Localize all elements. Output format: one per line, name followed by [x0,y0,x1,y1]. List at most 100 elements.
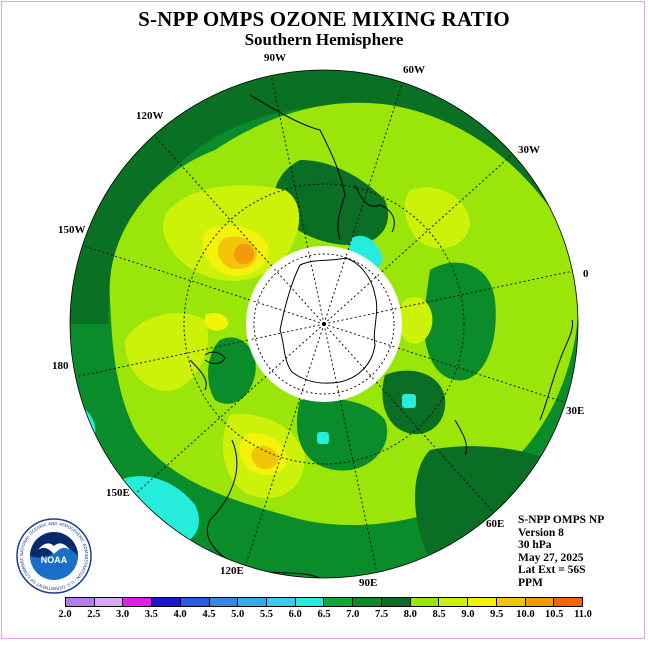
colorbar [65,597,583,607]
colorbar-tick-label: 4.0 [173,609,187,620]
colorbar-segment [123,598,153,606]
field-max-nw [234,244,254,264]
info-level: 30 hPa [518,539,552,551]
coast-south-america [249,94,346,241]
colorbar-tick-label: 7.5 [374,609,389,620]
graticule-meridians [75,75,573,573]
info-date: May 27, 2025 [518,551,584,564]
noaa-logo: NATIONAL OCEANIC AND ATMOSPHERIC ADMINIS… [16,518,92,594]
colorbar-tick-label: 10.5 [545,609,564,620]
colorbar-tick-label: 3.0 [115,609,130,620]
map-boundary [69,69,579,579]
lon-label-120e: 120E [220,565,244,577]
colorbar-tick-label: 4.5 [202,609,216,620]
colorbar-segment [209,598,239,606]
colorbar-segment [295,598,325,606]
coast-new-zealand-n [204,351,226,364]
colorbar-segment [554,598,582,606]
map-subtitle: Southern Hemisphere [244,30,404,49]
field-green-pole-top [273,160,389,245]
colorbar-segment [66,598,95,606]
field-ygreen-ne [404,187,470,249]
colorbar-tick-label: 11.0 [574,609,592,620]
coastlines [189,94,574,578]
lon-label-90e: 90E [359,577,378,589]
product-info: S-NPP OMPS NP Version 8 30 hPa May 27, 2… [518,514,604,589]
field-ygreen-w [125,312,209,391]
field-orange-sw [251,445,278,470]
colorbar-segment [439,598,469,606]
coast-africa [539,319,574,421]
colorbar-segment [94,598,124,606]
coast-antarctica [279,257,378,384]
lon-label-30e: 30E [566,405,585,417]
graticule-meridian-inner [251,300,325,325]
coast-falklands [354,184,395,233]
colorbar-tick-label: 6.0 [288,609,302,620]
graticule-meridian-inner [323,323,376,381]
map-title: S-NPP OMPS OZONE MIXING RATIO [138,7,510,31]
colorbar-tick-label: 9.5 [490,609,504,620]
coast-new-zealand-s [189,359,207,391]
noaa-logo-text: NOAA [41,555,68,565]
lon-label-0: 0 [583,268,589,280]
field-ygreen-e [398,296,433,344]
graticule-meridian-inner [323,323,341,399]
field-green-south [296,398,388,471]
colorbar-segment [180,598,210,606]
colorbar-tick-label: 3.5 [144,609,158,620]
figure-frame [1,1,645,639]
lon-label-60w: 60W [403,64,425,76]
lon-label-120w: 120W [136,110,164,122]
info-units: PPM [518,576,543,589]
info-version: Version 8 [518,526,564,539]
colorbar-tick-label: 9.0 [461,609,475,620]
info-lat-ext: Lat Ext = 56S [518,564,586,576]
colorbar-segment [496,598,526,606]
colorbar-tick-label: 5.5 [259,609,273,620]
graticule-meridian-inner [267,323,325,376]
colorbar-tick-label: 2.0 [58,609,72,620]
lon-label-180: 180 [52,360,69,372]
lon-label-90w: 90W [264,52,286,64]
graticule [75,75,573,573]
graticule-meridian-inner [323,307,399,325]
colorbar-tick-label: 8.5 [432,609,446,620]
lon-label-150w: 150W [58,224,86,236]
lon-label-30w: 30W [518,144,540,156]
colorbar-segment [238,598,268,606]
graticule-meridian-inner [300,323,325,397]
graticule-lat-ring-outer [183,183,465,465]
field-cyan-e [402,394,416,408]
graticule-meridian-inner [249,323,325,341]
colorbar-segment [267,598,296,606]
graticule-meridian-inner [307,249,325,325]
info-product: S-NPP OMPS NP [518,514,605,526]
colorbar-segment [410,598,440,606]
colorbar-segment [525,598,555,606]
colorbar-tick-label: 10.0 [516,609,535,620]
colorbar-segment [381,598,411,606]
coast-australia [206,439,321,578]
graticule-meridian-inner [323,272,381,325]
colorbar-tick-label: 6.5 [317,609,331,620]
field-green-east [423,262,496,381]
south-pole-marker [322,322,326,326]
colorbar-segment [324,598,354,606]
colorbar-segment [152,598,181,606]
colorbar-tick-label: 7.0 [346,609,360,620]
colorbar-segment [353,598,382,606]
graticule-meridian-inner [272,267,325,325]
colorbar-tick-label: 5.0 [231,609,245,620]
coast-madagascar [454,419,468,456]
colorbar-tick-label: 2.5 [87,609,101,620]
colorbar-tick-label: 8.0 [403,609,417,620]
field-yellow-w [205,313,229,331]
colorbar-segment [468,598,497,606]
graticule-meridian-inner [323,251,348,325]
lon-label-60e: 60E [486,518,505,530]
lon-label-150e: 150E [106,487,130,499]
graticule-lat-ring-inner [253,253,395,395]
graticule-meridian-inner [323,323,397,348]
